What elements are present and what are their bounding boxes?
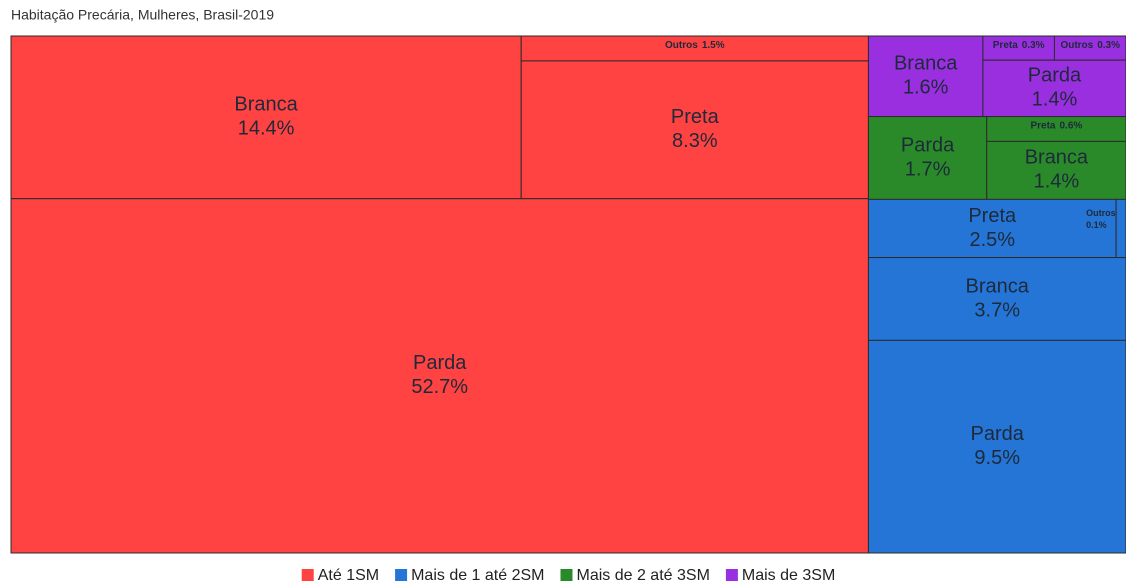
tile [982, 35, 1055, 61]
tile-value: 1.6% [903, 77, 949, 99]
tile-label-text: Outros 0.3% [1060, 40, 1120, 51]
tile-value: 9.5% [974, 447, 1020, 469]
legend-label: Até 1SM [318, 567, 379, 584]
tile [1053, 35, 1126, 61]
tile [867, 257, 1126, 341]
tile-value: 3.7% [974, 299, 1020, 321]
legend-label: Mais de 3SM [742, 567, 835, 584]
tile [10, 198, 869, 554]
legend-label: Mais de 1 até 2SM [411, 567, 544, 584]
tile [986, 140, 1126, 200]
legend-swatch [725, 569, 738, 581]
tile [982, 59, 1126, 118]
tile-category: Branca [966, 275, 1030, 297]
legend-label: Mais de 2 até 3SM [576, 567, 709, 584]
tile [1115, 198, 1126, 259]
tile-category: Outros [665, 40, 698, 51]
chart-title: Habitação Precária, Mulheres, Brasil-201… [11, 7, 274, 23]
tile-category: Preta [671, 106, 720, 128]
tile-label: Preta 0.6% [1030, 120, 1082, 131]
tile-value: 0.1% [1086, 220, 1107, 230]
tile-category: Parda [413, 352, 467, 374]
tile [986, 116, 1126, 142]
tile-category: Preta [1030, 120, 1055, 131]
tile-category: Branca [234, 94, 298, 116]
tile-label: Preta 0.3% [993, 40, 1045, 51]
tile [867, 198, 1117, 259]
tile [867, 35, 984, 118]
tile-label-text: Preta 0.6% [1030, 120, 1082, 131]
legend: Até 1SM Mais de 1 até 2SM Mais de 2 até 3S… [301, 567, 835, 584]
tile [10, 35, 522, 200]
tile-category: Outros [1086, 208, 1116, 218]
tile-value: 0.3% [1022, 40, 1045, 51]
tile-value: 1.4% [1034, 171, 1080, 193]
tile-value: 1.4% [1032, 89, 1078, 111]
tile-label: Outros 1.5% [665, 40, 725, 51]
tile-value: 52.7% [411, 376, 468, 398]
tile-category: Branca [894, 53, 958, 75]
tile-value: 0.6% [1059, 120, 1082, 131]
tile-category: Outros [1060, 40, 1093, 51]
tile-value: 1.7% [905, 158, 951, 180]
tile-category: Preta [993, 40, 1018, 51]
tile-category: Parda [971, 423, 1025, 445]
tile [867, 339, 1126, 554]
tile [520, 60, 869, 200]
legend-swatch [560, 569, 573, 581]
tile [867, 116, 988, 200]
legend-swatch [395, 569, 408, 581]
tile-value: 2.5% [969, 229, 1015, 251]
tile-category: Parda [901, 134, 955, 156]
tile-category: Parda [1028, 65, 1082, 87]
tile-label-text: Outros 1.5% [665, 40, 725, 51]
tile-value: 8.3% [672, 130, 718, 152]
tile-value: 0.3% [1097, 40, 1120, 51]
legend-swatch [301, 569, 314, 581]
tile-label-text: Preta 0.3% [993, 40, 1045, 51]
tile-label: Outros 0.3% [1060, 40, 1120, 51]
tile-value: 1.5% [702, 40, 725, 51]
tile-category: Preta [968, 205, 1017, 227]
tile-category: Branca [1025, 147, 1089, 169]
tile-value: 14.4% [238, 118, 295, 140]
